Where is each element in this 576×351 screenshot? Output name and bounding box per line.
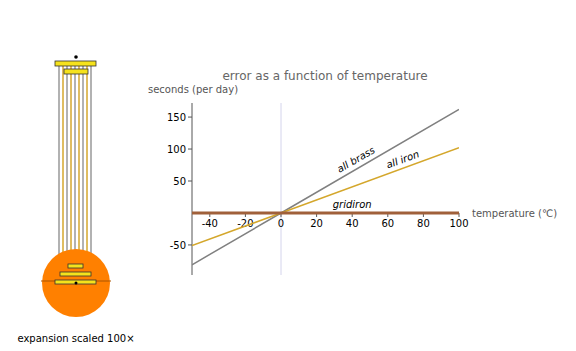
y-tick bbox=[188, 244, 192, 245]
x-tick-label: 60 bbox=[381, 218, 394, 229]
y-tick-label: 100 bbox=[167, 144, 186, 155]
y-tick-label: 50 bbox=[173, 176, 186, 187]
top-bar bbox=[55, 61, 96, 66]
series-name: gridiron bbox=[333, 199, 372, 210]
pivot bbox=[74, 55, 78, 59]
reference-line bbox=[281, 103, 282, 275]
y-label: seconds (per day) bbox=[148, 84, 238, 95]
bottom-bar bbox=[60, 272, 91, 276]
series-line bbox=[192, 211, 459, 214]
x-tick-label: -40 bbox=[202, 218, 218, 229]
series-line bbox=[192, 109, 459, 264]
chart: error as a function of temperaturesecond… bbox=[148, 69, 557, 275]
rod bbox=[70, 66, 72, 268]
x-tick-label: 40 bbox=[346, 218, 359, 229]
rod bbox=[82, 66, 84, 268]
x-tick-label: 80 bbox=[417, 218, 430, 229]
rod bbox=[58, 66, 60, 268]
figure: expansion scaled 100× error as a function… bbox=[0, 0, 576, 351]
series-group bbox=[192, 109, 459, 264]
rod bbox=[62, 66, 64, 268]
y-tick-label: 150 bbox=[167, 112, 186, 123]
bottom-bar-small bbox=[68, 264, 83, 268]
rod bbox=[74, 66, 76, 268]
series-line bbox=[192, 148, 459, 246]
series-name: all iron bbox=[385, 148, 421, 170]
y-tick bbox=[188, 117, 192, 118]
y-tick bbox=[188, 181, 192, 182]
bob bbox=[42, 249, 110, 317]
x-tick-label: 100 bbox=[449, 218, 468, 229]
bob-center bbox=[75, 282, 78, 285]
pendulum: expansion scaled 100× bbox=[17, 55, 134, 344]
top-bar-small bbox=[64, 69, 88, 74]
caption: expansion scaled 100× bbox=[17, 333, 134, 344]
rod bbox=[66, 66, 68, 268]
y-axis bbox=[192, 103, 193, 275]
x-tick-label: 20 bbox=[310, 218, 323, 229]
title: error as a function of temperature bbox=[222, 69, 427, 83]
rod bbox=[86, 66, 88, 268]
y-tick-label: -50 bbox=[170, 240, 186, 251]
x-tick-label: 0 bbox=[278, 218, 284, 229]
x-label: temperature (℃) bbox=[472, 208, 557, 219]
bottom-bar-large bbox=[55, 280, 96, 284]
x-axis bbox=[192, 212, 459, 213]
y-tick bbox=[188, 149, 192, 150]
series-name: all brass bbox=[335, 144, 377, 175]
rod bbox=[78, 66, 80, 268]
rod bbox=[90, 66, 92, 268]
